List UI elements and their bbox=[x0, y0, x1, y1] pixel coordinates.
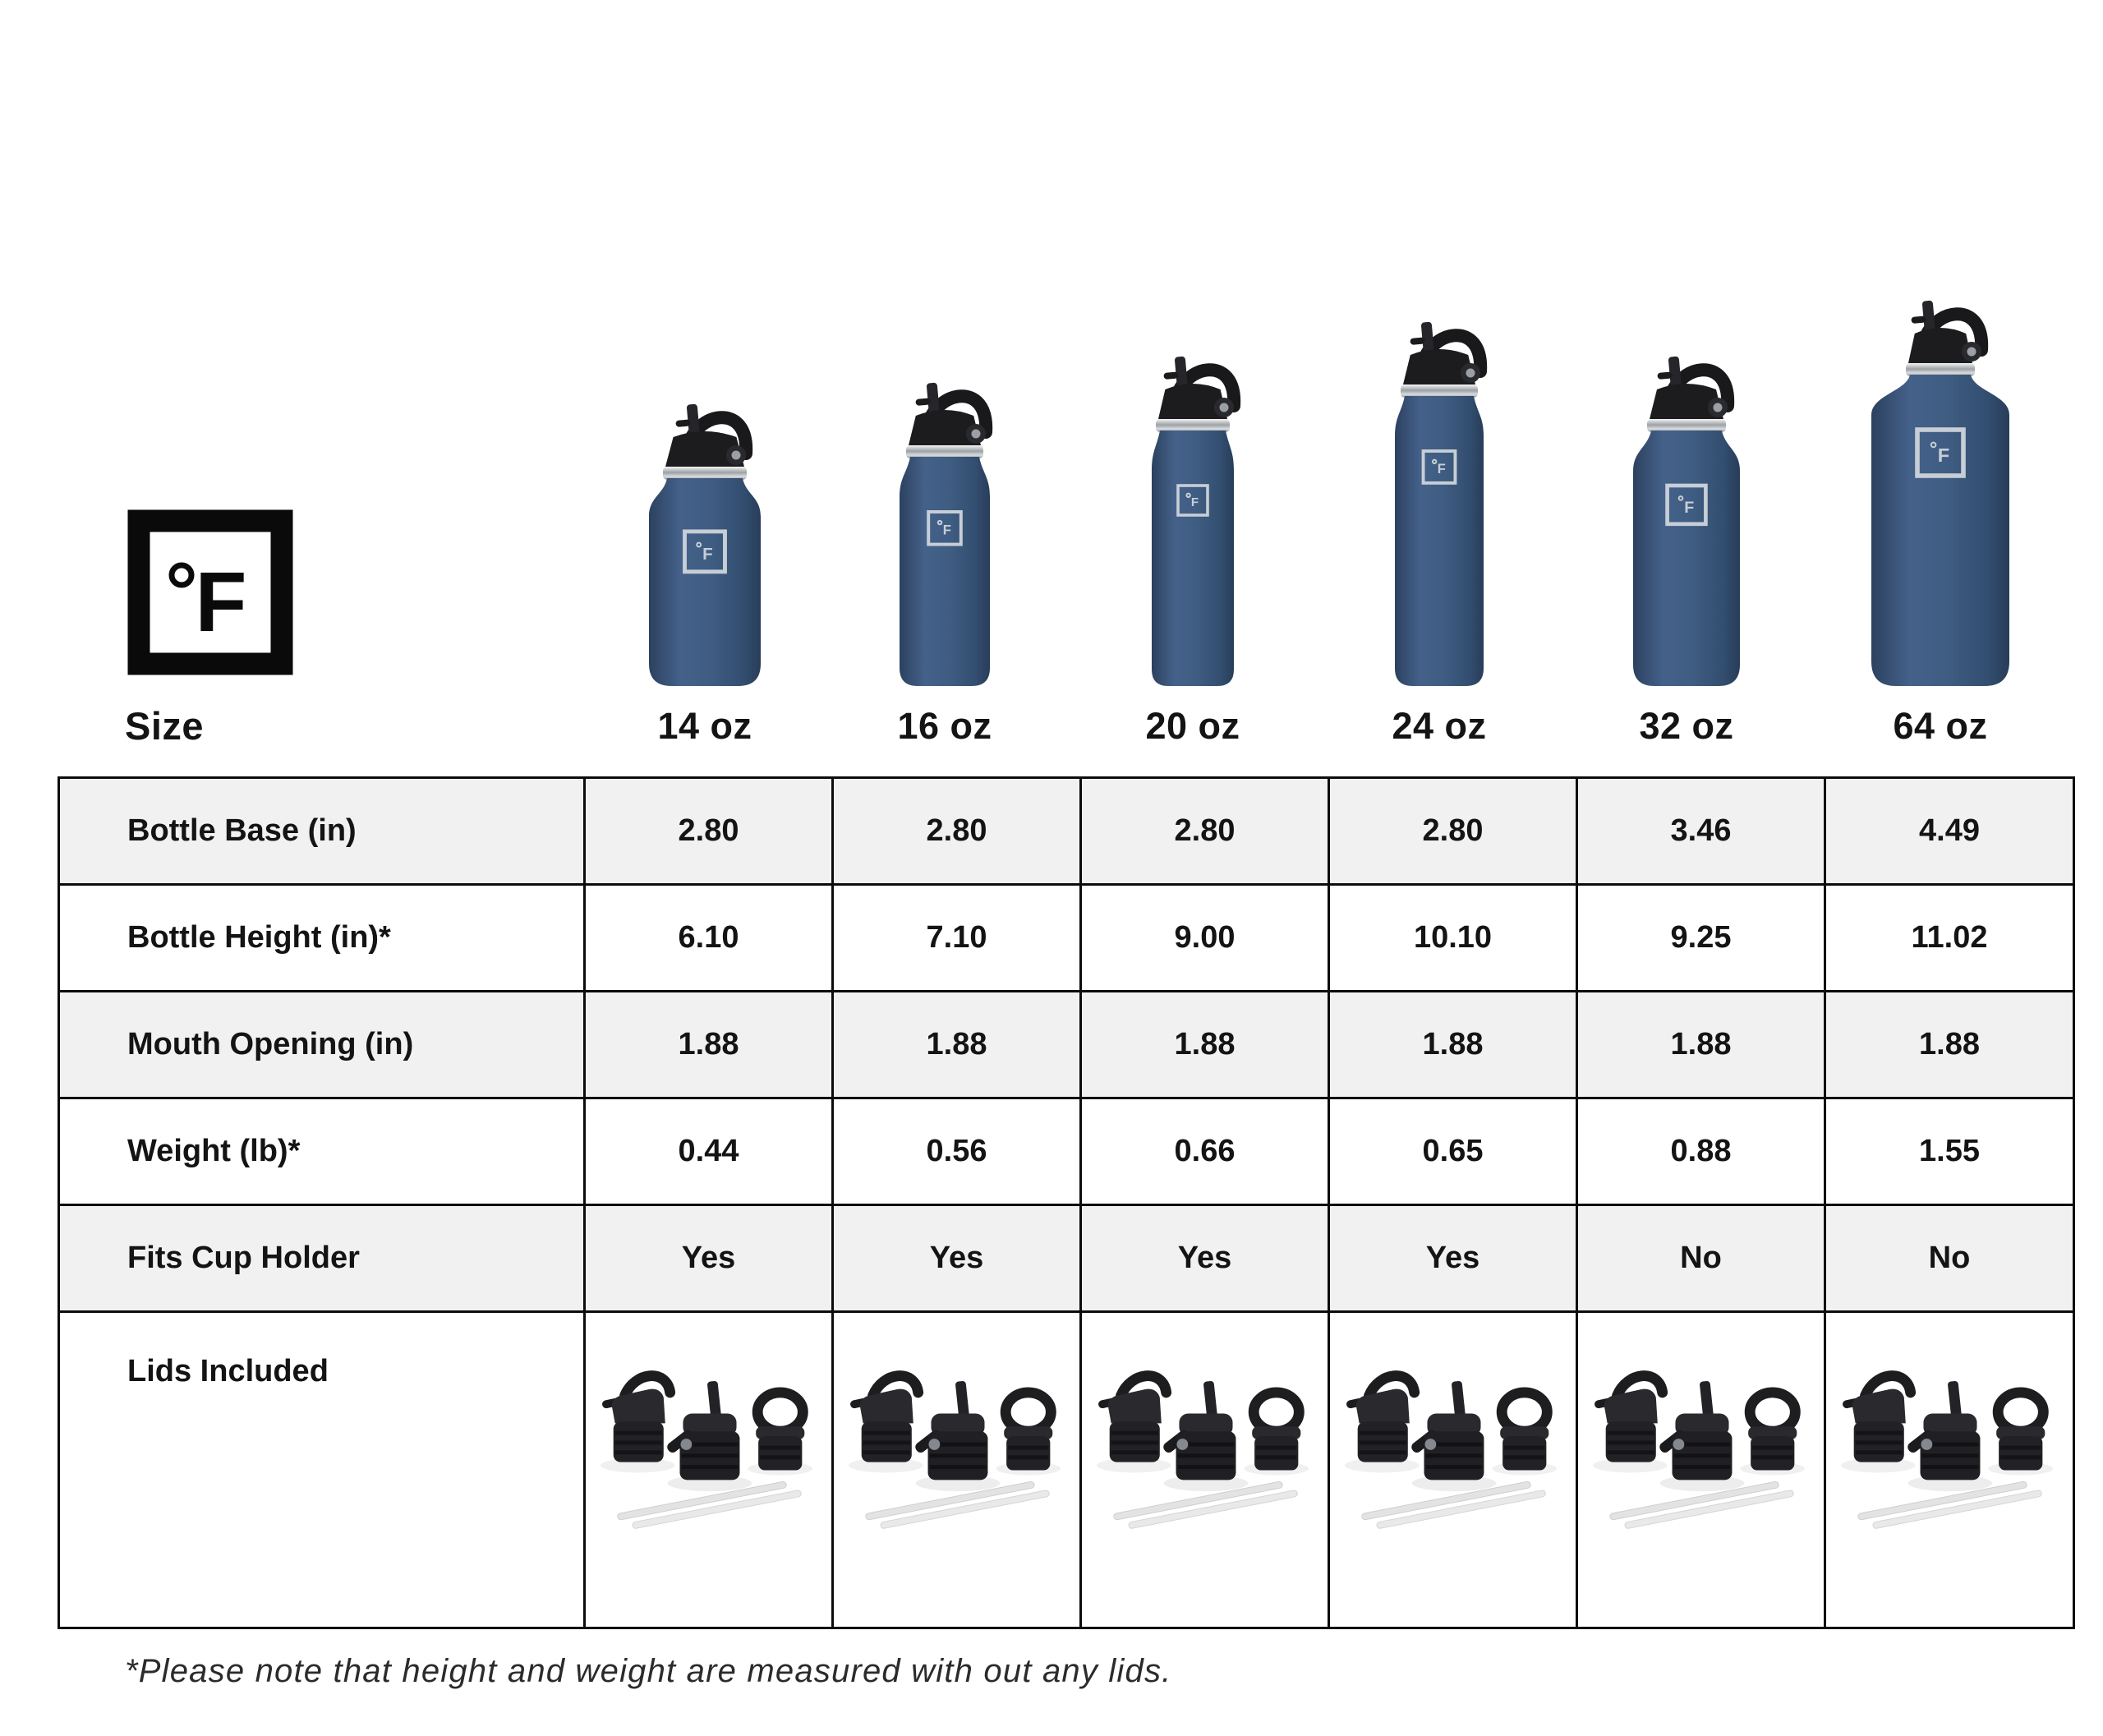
spec-value: No bbox=[1576, 1204, 1826, 1313]
size-header-32oz: 32 oz bbox=[1639, 705, 1734, 747]
size-header-14oz: 14 oz bbox=[657, 705, 752, 747]
row-label-weight: Weight (lb)* bbox=[58, 1097, 586, 1206]
table-row: Lids Included bbox=[58, 1310, 2075, 1629]
lids-image bbox=[1827, 1338, 2072, 1549]
lids-image bbox=[1579, 1338, 1823, 1549]
spec-value: 1.88 bbox=[831, 990, 1082, 1099]
spec-value: 1.88 bbox=[1079, 990, 1330, 1099]
spec-value: 7.10 bbox=[831, 883, 1082, 992]
row-label-mouth-opening: Mouth Opening (in) bbox=[58, 990, 586, 1099]
table-row: Fits Cup Holder Yes Yes Yes Yes No No bbox=[58, 1204, 2075, 1313]
lids-image bbox=[835, 1338, 1079, 1549]
spec-table: Bottle Base (in) 2.80 2.80 2.80 2.80 3.4… bbox=[58, 776, 2075, 1629]
spec-value: 0.66 bbox=[1079, 1097, 1330, 1206]
spec-value: 2.80 bbox=[583, 776, 834, 886]
size-header-64oz: 64 oz bbox=[1893, 705, 1988, 747]
svg-text:F: F bbox=[1684, 499, 1694, 517]
bottle-image-24oz: F bbox=[1357, 319, 1521, 688]
spec-value: Yes bbox=[583, 1204, 834, 1313]
table-row: Mouth Opening (in) 1.88 1.88 1.88 1.88 1… bbox=[58, 990, 2075, 1099]
spec-value: 1.88 bbox=[1328, 990, 1578, 1099]
row-label-fits-cup-holder: Fits Cup Holder bbox=[58, 1204, 586, 1313]
spec-value: 1.55 bbox=[1824, 1097, 2075, 1206]
lids-image bbox=[587, 1338, 831, 1549]
spec-value: 0.56 bbox=[831, 1097, 1082, 1206]
bottle-image-64oz: F bbox=[1858, 297, 2022, 688]
spec-value: 11.02 bbox=[1824, 883, 2075, 992]
row-label-lids-included: Lids Included bbox=[58, 1310, 586, 1629]
spec-value: 3.46 bbox=[1576, 776, 1826, 886]
spec-value: Yes bbox=[1079, 1204, 1330, 1313]
size-header-24oz: 24 oz bbox=[1392, 705, 1487, 747]
lids-image bbox=[1331, 1338, 1575, 1549]
spec-value: 9.00 bbox=[1079, 883, 1330, 992]
spec-value: 1.88 bbox=[583, 990, 834, 1099]
size-header-16oz: 16 oz bbox=[897, 705, 992, 747]
spec-value: No bbox=[1824, 1204, 2075, 1313]
spec-value: 0.88 bbox=[1576, 1097, 1826, 1206]
svg-text:F: F bbox=[1938, 444, 1949, 466]
spec-value: 2.80 bbox=[831, 776, 1082, 886]
spec-value: 0.44 bbox=[583, 1097, 834, 1206]
svg-text:F: F bbox=[943, 523, 951, 538]
table-row: Bottle Height (in)* 6.10 7.10 9.00 10.10… bbox=[58, 883, 2075, 992]
table-row: Bottle Base (in) 2.80 2.80 2.80 2.80 3.4… bbox=[58, 776, 2075, 886]
spec-value: 0.65 bbox=[1328, 1097, 1578, 1206]
bottle-image-32oz: F bbox=[1604, 353, 1769, 688]
spec-value: Yes bbox=[831, 1204, 1082, 1313]
svg-text:F: F bbox=[1438, 462, 1446, 477]
spec-value: Yes bbox=[1328, 1204, 1578, 1313]
spec-value: 1.88 bbox=[1824, 990, 2075, 1099]
logo-letter: F bbox=[196, 555, 247, 649]
row-label-bottle-height: Bottle Height (in)* bbox=[58, 883, 586, 992]
lids-image bbox=[1083, 1338, 1327, 1549]
spec-value: 1.88 bbox=[1576, 990, 1826, 1099]
spec-value: 2.80 bbox=[1079, 776, 1330, 886]
table-row: Weight (lb)* 0.44 0.56 0.66 0.65 0.88 1.… bbox=[58, 1097, 2075, 1206]
size-row-label: Size bbox=[125, 704, 205, 748]
size-header-20oz: 20 oz bbox=[1145, 705, 1240, 747]
brand-logo-f-icon: F bbox=[127, 509, 293, 675]
spec-value: 9.25 bbox=[1576, 883, 1826, 992]
bottle-image-14oz: F bbox=[623, 401, 787, 688]
spec-value: 4.49 bbox=[1824, 776, 2075, 886]
spec-value: 2.80 bbox=[1328, 776, 1578, 886]
svg-text:F: F bbox=[702, 545, 713, 564]
footnote: *Please note that height and weight are … bbox=[125, 1653, 1172, 1689]
bottle-image-16oz: F bbox=[863, 380, 1027, 688]
spec-value: 10.10 bbox=[1328, 883, 1578, 992]
bottle-image-20oz: F bbox=[1111, 353, 1275, 688]
svg-text:F: F bbox=[1191, 495, 1199, 509]
spec-value: 6.10 bbox=[583, 883, 834, 992]
row-label-bottle-base: Bottle Base (in) bbox=[58, 776, 586, 886]
